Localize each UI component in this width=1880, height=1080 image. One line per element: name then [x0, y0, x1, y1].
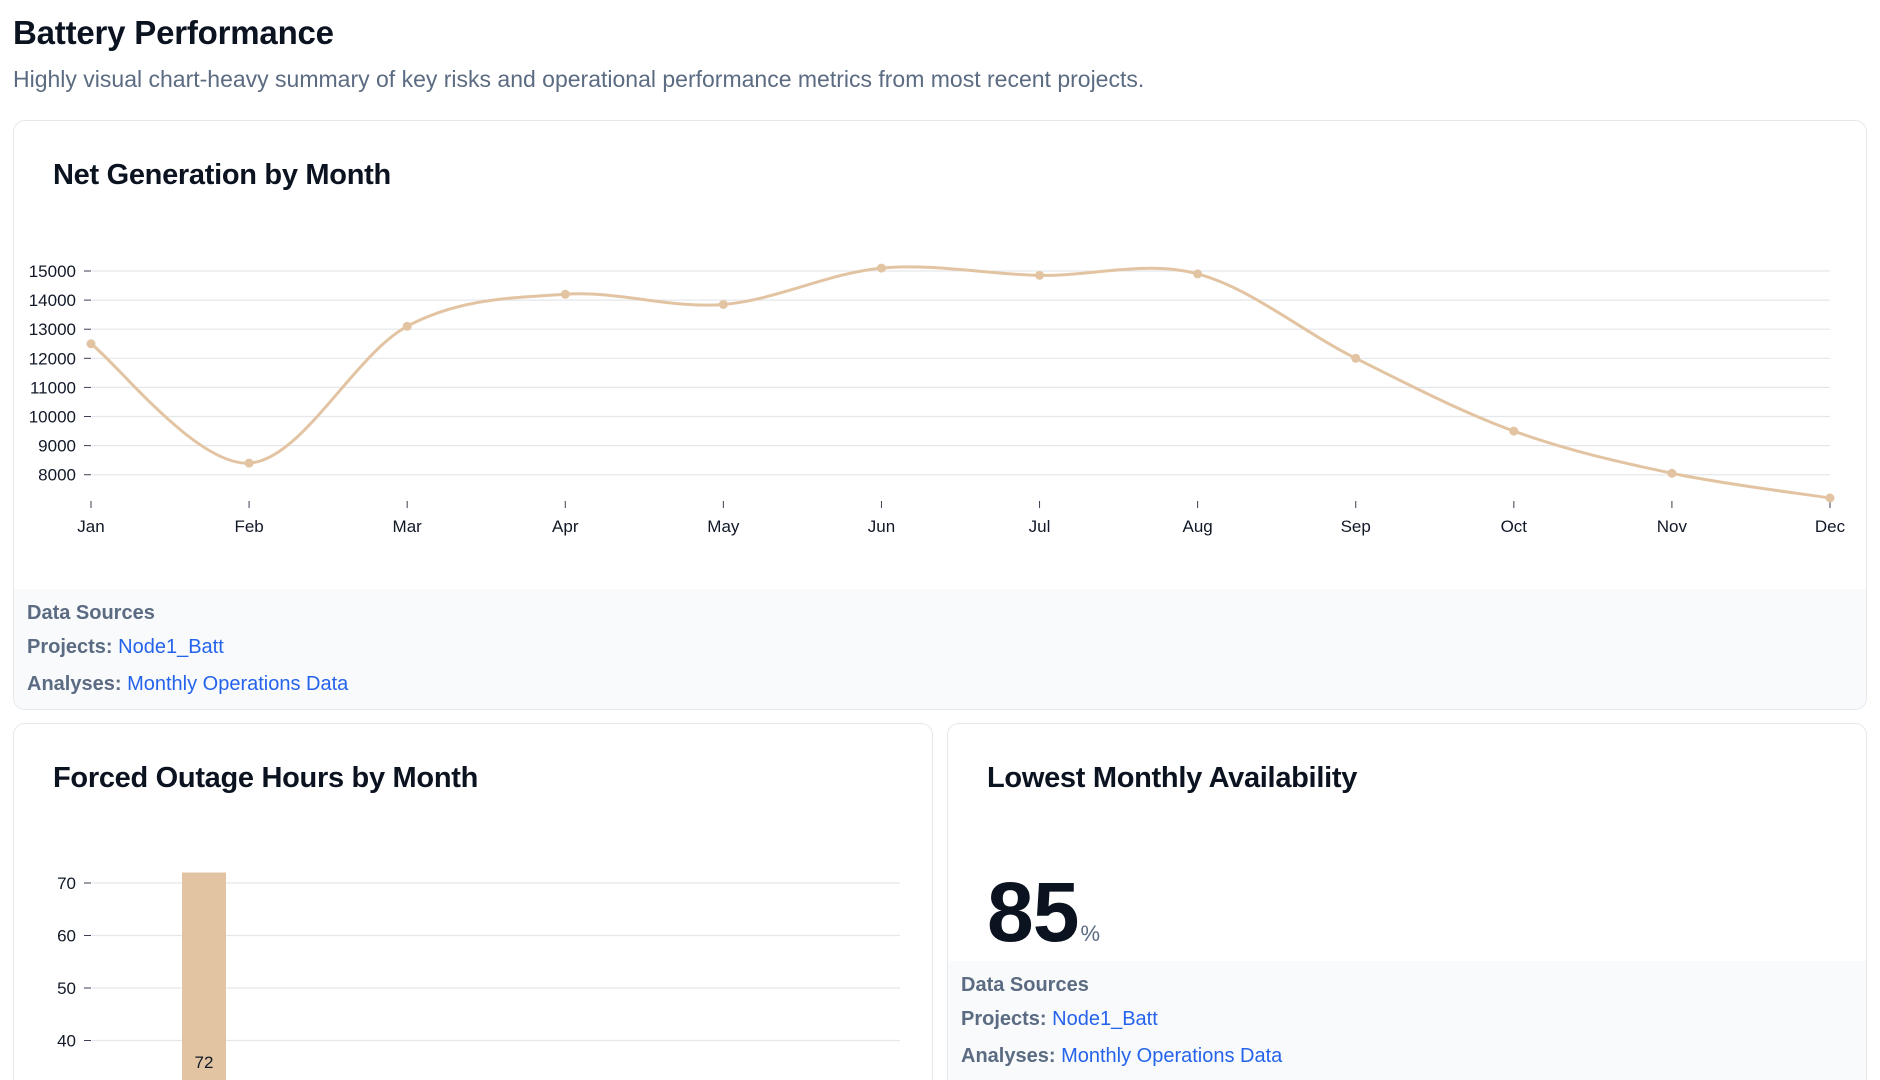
x-tick-label: May	[707, 517, 740, 536]
data-point-sep[interactable]	[1351, 353, 1361, 363]
y-tick-label: 13000	[29, 320, 76, 339]
bar-data-label: 72	[195, 1053, 214, 1072]
data-point-jun[interactable]	[876, 263, 886, 273]
forced-outage-card: Forced Outage Hours by Month 40 50 60 70 72	[13, 723, 933, 1080]
availability-value: 85	[987, 865, 1079, 959]
y-tick-label: 40	[57, 1032, 76, 1051]
data-point-apr[interactable]	[560, 289, 570, 299]
x-tick-label: Aug	[1183, 517, 1213, 536]
bar-jan[interactable]	[182, 872, 226, 1080]
y-tick-label: 11000	[30, 378, 76, 397]
analyses-label: Analyses:	[961, 1045, 1056, 1067]
x-tick-label: Sep	[1341, 517, 1371, 536]
data-point-dec[interactable]	[1825, 493, 1835, 503]
data-point-aug[interactable]	[1193, 269, 1203, 279]
page-subtitle: Highly visual chart-heavy summary of key…	[13, 66, 1145, 92]
data-point-oct[interactable]	[1509, 426, 1519, 436]
x-tick-label: Apr	[552, 517, 579, 536]
net-generation-data-sources: Data Sources Projects: Node1_Batt Analys…	[14, 589, 1866, 709]
net-generation-card: Net Generation by Month 8000 9000 10000 110…	[13, 120, 1867, 710]
y-tick-label: 8000	[38, 466, 76, 485]
project-link-node1-batt[interactable]: Node1_Batt	[1052, 1008, 1158, 1030]
analyses-label: Analyses:	[27, 673, 122, 695]
projects-label: Projects:	[27, 636, 113, 658]
analyses-line: Analyses: Monthly Operations Data	[27, 673, 1853, 696]
net-generation-series-line	[90, 265, 1831, 500]
data-point-jan[interactable]	[86, 339, 96, 349]
analysis-link-monthly-operations[interactable]: Monthly Operations Data	[1061, 1045, 1283, 1067]
y-tick-label: 9000	[38, 437, 76, 456]
y-tick-label: 60	[57, 927, 76, 946]
forced-outage-title: Forced Outage Hours by Month	[53, 762, 479, 794]
forced-outage-bar-chart: 40 50 60 70 72	[57, 872, 900, 1080]
data-sources-heading: Data Sources	[961, 974, 1089, 996]
analyses-line: Analyses: Monthly Operations Data	[961, 1045, 1853, 1068]
project-link-node1-batt[interactable]: Node1_Batt	[118, 636, 224, 658]
x-tick-label: Nov	[1657, 517, 1688, 536]
y-tick-label: 12000	[29, 349, 76, 368]
availability-unit: %	[1080, 921, 1100, 946]
availability-card: Lowest Monthly Availability 85 % Data So…	[947, 723, 1867, 1080]
data-point-jul[interactable]	[1035, 270, 1045, 280]
data-sources-heading: Data Sources	[27, 602, 155, 624]
x-tick-label: Jan	[77, 517, 104, 536]
data-point-nov[interactable]	[1667, 468, 1677, 478]
availability-data-sources: Data Sources Projects: Node1_Batt Analys…	[948, 961, 1866, 1080]
projects-line: Projects: Node1_Batt	[961, 1008, 1853, 1031]
availability-stat: 85 %	[987, 864, 1100, 961]
net-generation-title: Net Generation by Month	[53, 159, 391, 191]
y-tick-label: 15000	[29, 262, 76, 281]
x-tick-label: Jul	[1029, 517, 1051, 536]
data-point-may[interactable]	[718, 299, 728, 309]
x-tick-label: Feb	[234, 517, 263, 536]
projects-label: Projects:	[961, 1008, 1047, 1030]
y-tick-label: 70	[57, 874, 76, 893]
y-tick-label: 10000	[29, 408, 76, 427]
page-title: Battery Performance	[13, 14, 334, 51]
analysis-link-monthly-operations[interactable]: Monthly Operations Data	[127, 673, 349, 695]
data-point-feb[interactable]	[244, 458, 254, 468]
projects-line: Projects: Node1_Batt	[27, 636, 1853, 659]
data-point-mar[interactable]	[402, 321, 412, 331]
y-tick-label: 14000	[29, 291, 76, 310]
net-generation-line-chart: 8000 9000 10000 11000 12000 13000 14000 15000 Ja…	[29, 262, 1846, 536]
x-tick-label: Oct	[1501, 517, 1528, 536]
x-tick-label: Dec	[1815, 517, 1846, 536]
y-tick-label: 50	[57, 979, 76, 998]
x-tick-label: Mar	[393, 517, 423, 536]
availability-title: Lowest Monthly Availability	[987, 762, 1358, 794]
x-tick-label: Jun	[868, 517, 895, 536]
